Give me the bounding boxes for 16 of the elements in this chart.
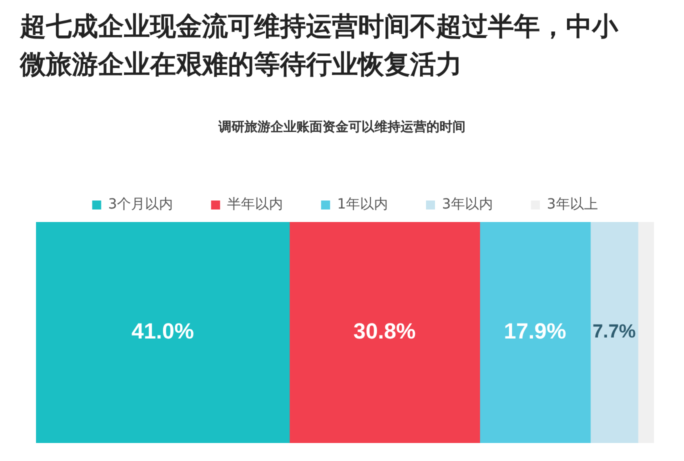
bar (289, 222, 480, 443)
data-label: 17.9% (504, 318, 566, 344)
legend-label: 1年以内 (337, 196, 388, 213)
bar (36, 222, 290, 443)
legend-label: 3年以上 (546, 196, 598, 213)
chart-subtitle: 调研旅游企业账面资金可以维持运营的时间 (217, 118, 466, 136)
chart-title: 超七成企业现金流可维持运营时间不超过半年，中小微旅游企业在艰难的等待行业恢复活力 (20, 11, 620, 82)
legend-label: 半年以内 (227, 196, 284, 213)
bar (590, 222, 638, 443)
bar (638, 222, 654, 443)
legend-label: 3个月以内 (108, 196, 174, 213)
data-label: 7.7% (592, 322, 636, 343)
data-label: 30.8% (353, 318, 416, 344)
bar (479, 222, 591, 443)
legend-label: 3年以内 (442, 196, 493, 213)
data-label: 41.0% (131, 318, 194, 344)
